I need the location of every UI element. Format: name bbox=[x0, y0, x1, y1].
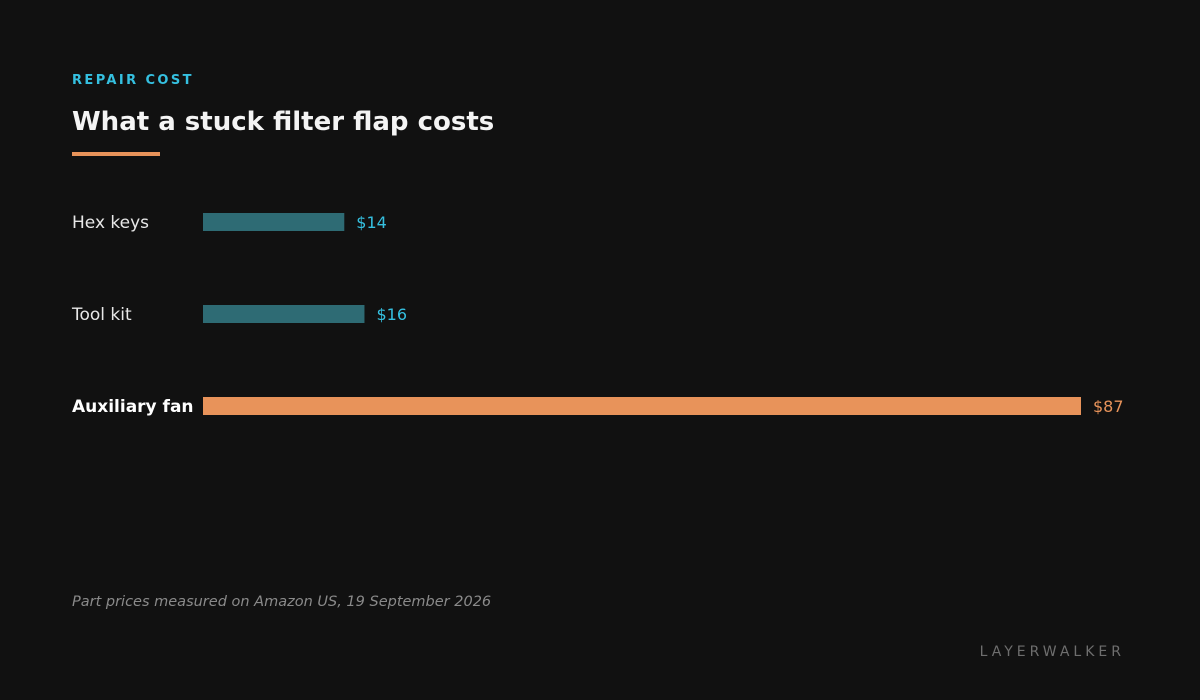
category-label: Hex keys bbox=[72, 213, 149, 233]
source-footnote: Part prices measured on Amazon US, 19 Se… bbox=[72, 594, 492, 610]
chart-title: What a stuck filter flap costs bbox=[72, 107, 495, 137]
brand-wordmark: LAYERWALKER bbox=[979, 644, 1125, 660]
category-label: Tool kit bbox=[71, 305, 132, 325]
value-label: $16 bbox=[376, 305, 407, 324]
chart-kicker: REPAIR COST bbox=[72, 73, 194, 88]
bar bbox=[203, 397, 1081, 415]
category-label: Auxiliary fan bbox=[72, 397, 194, 417]
title-underline bbox=[72, 152, 160, 156]
value-label: $14 bbox=[356, 213, 387, 232]
bar-chart: Hex keys $14 Tool kit $16 Auxiliary fan $87 bbox=[71, 213, 1124, 417]
value-label: $87 bbox=[1093, 397, 1124, 416]
bar bbox=[203, 213, 345, 231]
bar bbox=[203, 305, 365, 323]
